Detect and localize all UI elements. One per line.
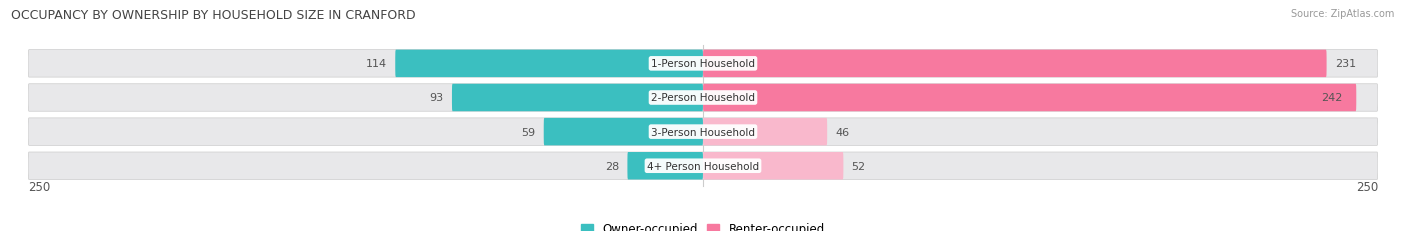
Legend: Owner-occupied, Renter-occupied: Owner-occupied, Renter-occupied — [581, 222, 825, 231]
FancyBboxPatch shape — [395, 50, 703, 78]
Text: 59: 59 — [522, 127, 536, 137]
FancyBboxPatch shape — [627, 152, 703, 180]
FancyBboxPatch shape — [451, 84, 703, 112]
FancyBboxPatch shape — [544, 118, 703, 146]
Text: 4+ Person Household: 4+ Person Household — [647, 161, 759, 171]
FancyBboxPatch shape — [703, 118, 827, 146]
Text: 28: 28 — [605, 161, 619, 171]
Text: 93: 93 — [430, 93, 444, 103]
FancyBboxPatch shape — [28, 118, 1378, 146]
Text: 1-Person Household: 1-Person Household — [651, 59, 755, 69]
FancyBboxPatch shape — [703, 84, 1357, 112]
Text: 231: 231 — [1334, 59, 1355, 69]
FancyBboxPatch shape — [28, 152, 1378, 180]
FancyBboxPatch shape — [703, 152, 844, 180]
Text: 46: 46 — [835, 127, 849, 137]
FancyBboxPatch shape — [703, 50, 1327, 78]
Text: Source: ZipAtlas.com: Source: ZipAtlas.com — [1291, 9, 1395, 19]
Text: 250: 250 — [1355, 180, 1378, 193]
Text: OCCUPANCY BY OWNERSHIP BY HOUSEHOLD SIZE IN CRANFORD: OCCUPANCY BY OWNERSHIP BY HOUSEHOLD SIZE… — [11, 9, 416, 22]
FancyBboxPatch shape — [28, 84, 1378, 112]
Text: 242: 242 — [1322, 93, 1343, 103]
FancyBboxPatch shape — [28, 50, 1378, 78]
Text: 2-Person Household: 2-Person Household — [651, 93, 755, 103]
Text: 52: 52 — [852, 161, 866, 171]
Text: 3-Person Household: 3-Person Household — [651, 127, 755, 137]
Text: 250: 250 — [28, 180, 51, 193]
Text: 114: 114 — [366, 59, 387, 69]
